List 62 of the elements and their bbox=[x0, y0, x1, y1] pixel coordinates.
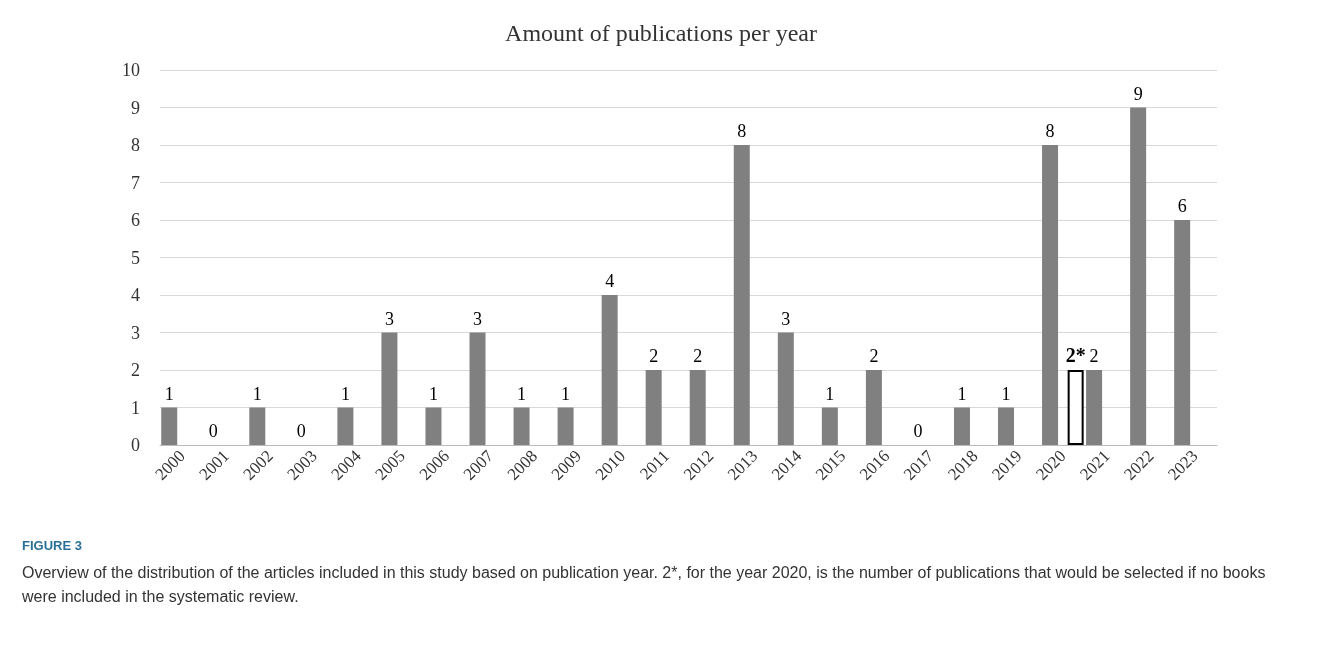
data-label: 2 bbox=[693, 346, 703, 366]
data-label: 6 bbox=[1177, 196, 1187, 216]
bar bbox=[1130, 107, 1147, 445]
bar bbox=[557, 407, 574, 445]
bar bbox=[865, 370, 882, 445]
data-label: 3 bbox=[781, 308, 791, 329]
bar bbox=[821, 407, 838, 445]
data-label: 1 bbox=[1001, 383, 1011, 404]
bar bbox=[777, 332, 794, 445]
y-tick-label: 8 bbox=[131, 135, 140, 155]
bar bbox=[1086, 370, 1103, 445]
bar bbox=[381, 332, 398, 445]
caption: FIGURE 3 bbox=[22, 538, 83, 553]
text: Overview of the distribution of the articles included in this study based on publication year. 2*, for the year 2020, is the number of publications that would be selected if no books were included in the systematic review. bbox=[22, 563, 1267, 607]
bar bbox=[689, 370, 706, 445]
y-tick-label: 9 bbox=[131, 97, 140, 118]
bar bbox=[1067, 370, 1084, 445]
bar bbox=[645, 370, 662, 445]
bar bbox=[1042, 145, 1059, 445]
y-tick-label: 2 bbox=[131, 360, 140, 380]
y-tick-label: 7 bbox=[131, 172, 140, 193]
chart-title: Amount of publications per year bbox=[505, 20, 817, 46]
y-tick-label: 5 bbox=[131, 247, 140, 268]
bar bbox=[601, 295, 618, 445]
data-label: 0 bbox=[208, 421, 218, 441]
bar bbox=[469, 332, 486, 445]
data-label: 2 bbox=[649, 346, 659, 366]
data-label: 8 bbox=[1045, 121, 1055, 141]
data-label: 8 bbox=[737, 121, 747, 141]
bar bbox=[998, 407, 1015, 445]
data-label: 2 bbox=[1089, 346, 1099, 366]
data-label: 0 bbox=[913, 421, 923, 441]
y-tick-label: 0 bbox=[131, 435, 140, 455]
data-label: 4 bbox=[605, 271, 615, 291]
data-label: 2* bbox=[1065, 344, 1086, 366]
data-label: 2 bbox=[869, 346, 879, 366]
data-label: 1 bbox=[561, 383, 571, 404]
data-label: 9 bbox=[1133, 83, 1143, 104]
data-label: 0 bbox=[296, 421, 306, 441]
x-tick-label: 2011 bbox=[636, 446, 674, 484]
y-tick-label: 6 bbox=[131, 210, 140, 230]
y-tick-label: 3 bbox=[131, 322, 140, 343]
bar bbox=[733, 145, 750, 445]
y-tick-label: 4 bbox=[131, 285, 140, 305]
data-label: 1 bbox=[340, 383, 350, 404]
data-label: 3 bbox=[384, 308, 394, 329]
y-tick-label: 1 bbox=[131, 397, 140, 418]
bar bbox=[337, 407, 354, 445]
data-label: 1 bbox=[252, 383, 262, 404]
data-label: 3 bbox=[473, 308, 483, 329]
bar bbox=[425, 407, 442, 445]
y-tick-label: 10 bbox=[122, 60, 140, 80]
data-label: 1 bbox=[164, 383, 174, 404]
bar bbox=[161, 407, 178, 445]
data-label: 1 bbox=[825, 383, 835, 404]
data-label: 1 bbox=[517, 383, 527, 404]
data-label: 1 bbox=[428, 383, 438, 404]
bar bbox=[249, 407, 266, 445]
bar bbox=[513, 407, 530, 445]
data-label: 1 bbox=[957, 383, 967, 404]
bar bbox=[953, 407, 970, 445]
bar bbox=[1174, 220, 1191, 445]
